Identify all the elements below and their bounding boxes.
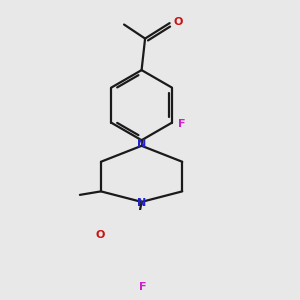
Text: N: N bbox=[137, 198, 146, 208]
Text: O: O bbox=[173, 17, 182, 27]
Text: F: F bbox=[178, 119, 185, 129]
Text: N: N bbox=[137, 140, 146, 149]
Text: F: F bbox=[139, 282, 146, 292]
Text: O: O bbox=[96, 230, 105, 240]
